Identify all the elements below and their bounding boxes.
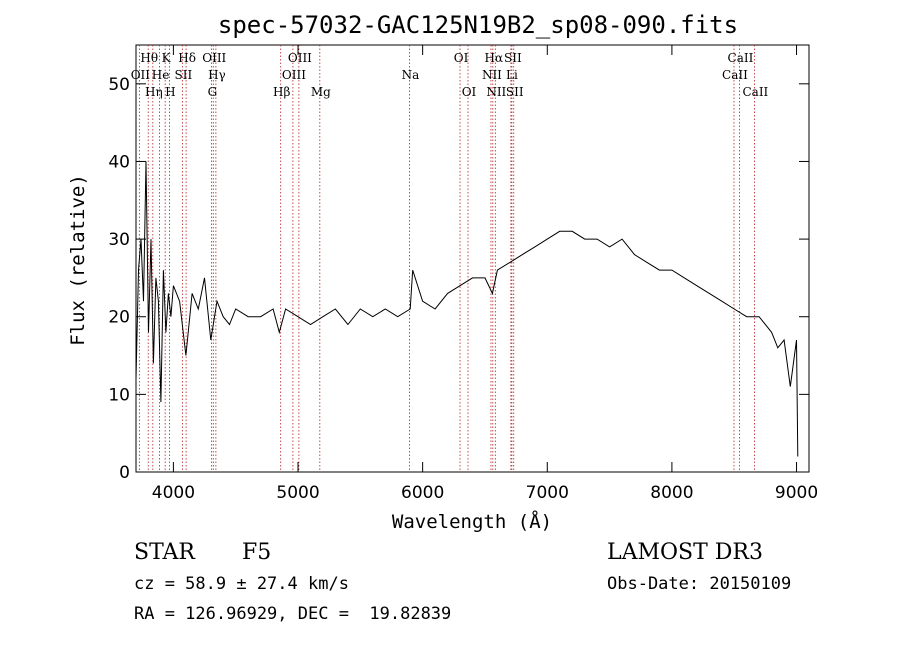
line-label-26: CaII — [742, 85, 768, 99]
line-label-16: OI — [454, 51, 469, 65]
x-tick-label-5: 9000 — [775, 483, 818, 503]
survey-name: LAMOST DR3 — [607, 540, 763, 565]
y-tick-label-0: 0 — [119, 463, 130, 483]
line-label-0: OII — [131, 68, 151, 82]
x-tick-label-4: 8000 — [650, 483, 693, 503]
x-tick-label-0: 4000 — [152, 483, 195, 503]
line-label-14: Mg — [311, 85, 331, 99]
line-label-17: OI — [462, 85, 477, 99]
plot-frame — [135, 44, 810, 473]
line-label-21: Li — [506, 68, 518, 82]
line-label-8: G — [208, 85, 218, 99]
line-label-13: OIII — [288, 51, 312, 65]
line-label-18: NII — [482, 68, 502, 82]
y-tick-label-2: 20 — [108, 308, 130, 328]
y-tick-label-1: 10 — [108, 385, 130, 405]
line-label-23: SII — [506, 85, 524, 99]
line-label-24: CaII — [722, 68, 748, 82]
line-label-22: SII — [504, 51, 522, 65]
y-tick-label-5: 50 — [108, 75, 130, 95]
line-label-3: He — [152, 68, 170, 82]
line-label-12: OIII — [282, 68, 306, 82]
axes: 4000 5000 6000 7000 8000 9000 0 10 20 30 40 50 — [108, 45, 818, 503]
line-label-2: Hη — [145, 85, 163, 99]
line-label-1: Hθ — [140, 51, 158, 65]
y-tick-label-4: 40 — [108, 152, 130, 172]
y-tick-label-3: 30 — [108, 230, 130, 250]
radial-velocity: cz = 58.9 ± 27.4 km/s — [134, 574, 349, 594]
x-axis-label: Wavelength (Å) — [392, 510, 552, 533]
line-label-25: CaII — [728, 51, 754, 65]
line-label-10: Hγ — [208, 68, 226, 82]
line-label-9: OIII — [202, 51, 226, 65]
spectral-line-labels: OIIHθHηHeKHSIIHδGOIIIHγHβOIIIOIIIMgNaOIO… — [131, 51, 769, 99]
spectral-line-markers — [138, 45, 755, 472]
line-label-7: Hδ — [178, 51, 196, 65]
x-tick-label-1: 5000 — [276, 483, 319, 503]
line-label-4: K — [162, 51, 172, 65]
line-label-11: Hβ — [273, 85, 290, 99]
line-label-6: SII — [175, 68, 193, 82]
line-label-5: H — [165, 85, 175, 99]
observation-date: Obs-Date: 20150109 — [607, 574, 792, 594]
line-label-15: Na — [402, 68, 420, 82]
line-label-19: Hα — [485, 51, 504, 65]
spectral-subclass: F5 — [242, 540, 272, 565]
line-label-20: NII — [486, 85, 506, 99]
spectrum-line — [135, 161, 799, 457]
x-tick-label-2: 6000 — [401, 483, 444, 503]
object-class: STAR — [134, 540, 195, 565]
sky-coordinates: RA = 126.96929, DEC = 19.82839 — [134, 604, 452, 624]
y-axis-label: Flux (relative) — [67, 174, 89, 346]
chart-title: spec-57032-GAC125N19B2_sp08-090.fits — [218, 11, 738, 39]
x-tick-label-3: 7000 — [526, 483, 569, 503]
